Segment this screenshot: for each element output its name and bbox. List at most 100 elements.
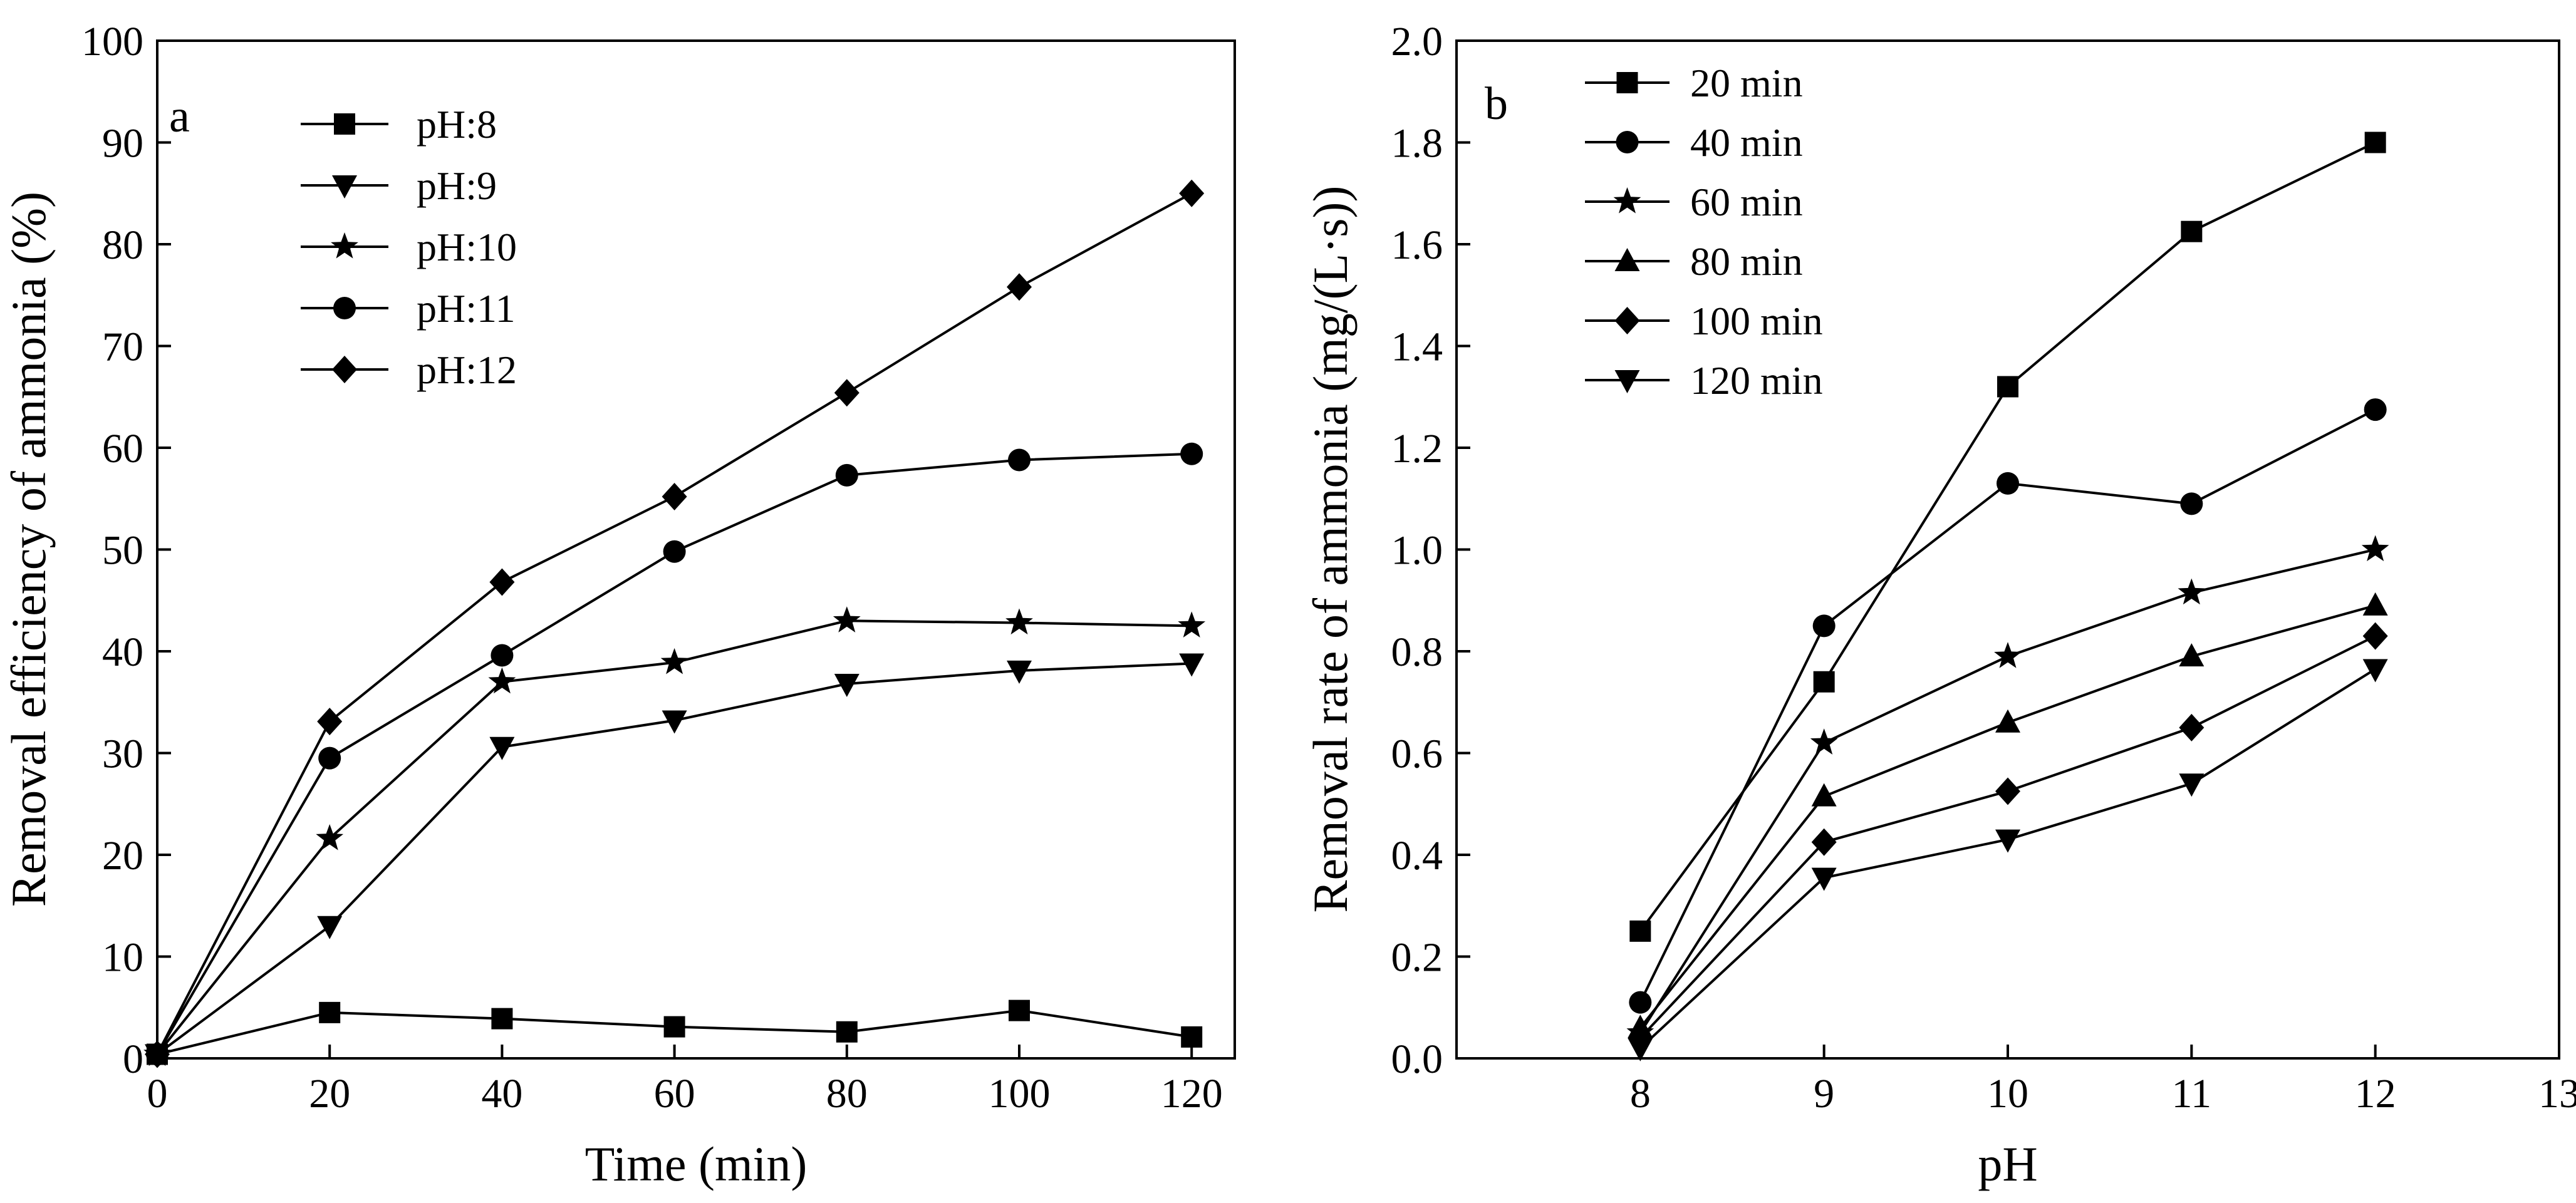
panel-a-series-line (156, 619, 1192, 1055)
panel-b-legend-label: 60 min (1690, 180, 1803, 224)
panel-b-legend-label: 80 min (1690, 239, 1803, 284)
panel-a-data-point (835, 463, 858, 487)
panel-b-legend-marker (1614, 307, 1640, 334)
panel-a-series-0 (147, 999, 1203, 1065)
panel-a-data-point (1180, 442, 1203, 465)
panel-a-chart: 0 20 40 60 80 100 120 0 10 20 30 40 50 60 70 80 90 100 pH… (1, 19, 1236, 1191)
panel-a-data-point (316, 824, 344, 850)
panel-b-y-tick-label: 1.6 (1391, 222, 1443, 268)
panel-a-data-point (1009, 999, 1030, 1021)
panel-a-x-tick-label: 80 (826, 1071, 868, 1117)
panel-a-data-point (491, 1008, 513, 1030)
panel-b-data-point (1997, 472, 2019, 495)
panel-a-data-point (488, 667, 516, 694)
panel-a-legend-label: pH:8 (417, 102, 497, 147)
panel-a-y-tick-label: 90 (102, 121, 143, 167)
panel-a-legend-marker (331, 232, 358, 259)
panel-b-data-point (2362, 592, 2388, 616)
panel-a-data-point (833, 606, 861, 632)
panel-b-legend-marker (1616, 131, 1639, 153)
panel-a-data-point (834, 379, 860, 407)
panel-b-data-point (1995, 709, 2020, 733)
panel-b-legend-marker (1616, 72, 1638, 93)
panel-a-legend-marker (333, 297, 356, 319)
panel-b-data-point (1629, 991, 1652, 1014)
panel-b-x-tick-label: 10 (1987, 1071, 2028, 1117)
panel-a-y-tick-label: 20 (102, 833, 143, 879)
panel-a-legend-marker (334, 113, 355, 135)
panel-a-data-point (491, 644, 514, 667)
panel-b-y-tick-label: 0.4 (1391, 833, 1443, 879)
panel-a-x-axis-title: Time (min) (585, 1137, 808, 1191)
panel-a-data-point (1005, 608, 1033, 635)
panel-a-x-tick-label: 40 (481, 1071, 522, 1117)
panel-b-data-point (2180, 492, 2203, 515)
panel-b-plot-frame (1455, 39, 2560, 1060)
panel-a-x-tick-label: 20 (309, 1071, 350, 1117)
panel-a-data-point (1179, 653, 1205, 677)
panel-b-y-tick-label: 1.2 (1391, 426, 1443, 472)
panel-a-plot-frame (156, 39, 1236, 1060)
panel-b-y-tick-label: 0.0 (1391, 1036, 1443, 1082)
panel-b-legend-entry: 60 min (1585, 180, 1803, 224)
panel-a-y-tick-label: 70 (102, 324, 143, 370)
panel-a-y-tick-label: 60 (102, 426, 143, 472)
panel-b-x-tick-label: 12 (2355, 1071, 2396, 1117)
panel-b-data-point (1811, 828, 1837, 856)
panel-a-ticks: 0 20 40 60 80 100 120 0 10 20 30 40 50 60 70 80 90 100 (81, 19, 1223, 1117)
panel-b-data-point (1995, 829, 2020, 853)
panel-b-data-point (2179, 643, 2205, 667)
panel-a-legend-marker (332, 175, 357, 199)
panel-a-legend-marker (332, 356, 357, 383)
panel-b-data-point (1997, 376, 2018, 398)
panel-b-legend-entry: 100 min (1585, 299, 1823, 343)
panel-a-data-point (660, 648, 688, 674)
panel-b-chart: 8 9 10 11 12 13 0.0 0.2 0.4 0.6 0.8 1.0 1.2 1.4 1.6 1.8… (1303, 19, 2576, 1191)
panel-a-series-2 (143, 606, 1206, 1066)
panel-b-y-tick-label: 0.2 (1391, 935, 1443, 981)
panel-a-series-group (143, 179, 1206, 1068)
panel-a-data-point (319, 1001, 341, 1023)
panel-a-x-tick-label: 60 (654, 1071, 695, 1117)
panel-a-data-point (662, 483, 687, 510)
panel-a-data-point (489, 568, 515, 596)
panel-b-x-axis-title: pH (1978, 1137, 2037, 1191)
panel-a-y-tick-label: 100 (81, 19, 143, 65)
panel-a-y-axis-title: Removal efficiency of ammonia (%) (1, 192, 56, 907)
panel-b-data-point (1811, 867, 1837, 891)
panel-a-series-3 (146, 442, 1203, 1066)
panel-b-legend-label: 20 min (1690, 61, 1803, 105)
panel-b-x-tick-label: 9 (1814, 1071, 1834, 1117)
panel-b-y-tick-label: 0.6 (1391, 731, 1443, 777)
panel-b-y-tick-label: 2.0 (1391, 19, 1443, 65)
panel-a-x-tick-label: 0 (147, 1071, 168, 1117)
panel-a-data-point (1007, 273, 1032, 301)
panel-a-data-point (489, 736, 515, 760)
panel-a-data-point (662, 710, 687, 734)
panel-a-data-point (1008, 448, 1031, 472)
panel-b-y-tick-label: 0.8 (1391, 629, 1443, 675)
panel-b-y-tick-label: 1.8 (1391, 121, 1443, 167)
panel-a-series-1 (145, 653, 1205, 1068)
panel-b-x-tick-label: 8 (1630, 1071, 1651, 1117)
panel-a-data-point (663, 1016, 685, 1038)
panel-b-y-tick-label: 1.0 (1391, 528, 1443, 574)
panel-a-data-point (834, 674, 860, 697)
panel-b-data-point (2179, 713, 2205, 741)
panel-a-x-tick-label: 120 (1161, 1071, 1223, 1117)
panel-a-legend-entry: pH:11 (301, 286, 516, 331)
panel-b-series-1 (1629, 398, 2387, 1014)
panel-b-series-line (1639, 408, 2376, 1003)
panel-b-y-axis-title: Removal rate of ammonia (mg/(L·s)) (1303, 186, 1358, 913)
panel-b-legend-marker (1614, 248, 1640, 271)
panel-a-data-point (318, 746, 341, 770)
panel-b-data-point (2179, 773, 2205, 797)
panel-a-legend-entry: pH:9 (301, 163, 497, 208)
panel-b-legend: 20 min 40 min 60 min 80 min 100 min 120 min (1585, 61, 1823, 403)
panel-b-legend-entry: 20 min (1585, 61, 1803, 105)
panel-b-data-point (2362, 659, 2388, 683)
panel-b-x-tick-label: 11 (2172, 1071, 2212, 1117)
panel-a-data-point (1181, 1026, 1203, 1048)
panel-b-data-point (2364, 398, 2387, 421)
panel-b-legend-entry: 40 min (1585, 120, 1803, 165)
